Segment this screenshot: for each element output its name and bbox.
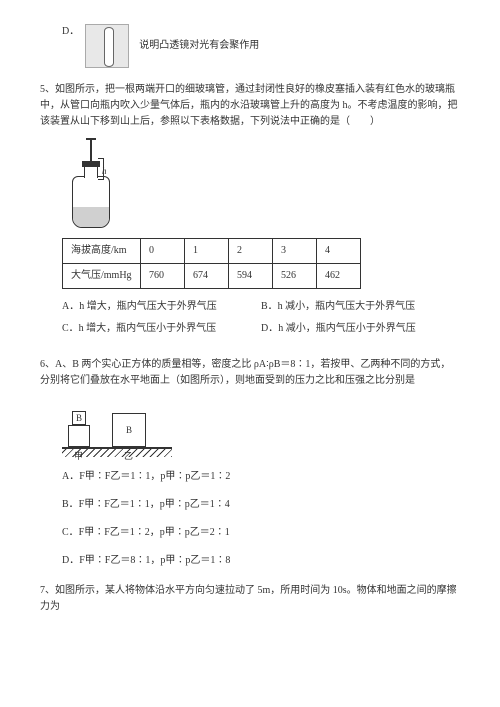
block-yi-bottom: B xyxy=(112,413,146,447)
label-yi: 乙 xyxy=(124,449,133,463)
cell: 大气压/mmHg xyxy=(63,264,141,289)
q6-opt-b[interactable]: B．F甲∶F乙＝1∶1，p甲∶p乙＝1∶4 xyxy=(62,497,460,513)
altitude-pressure-table: 海拔高度/km 0 1 2 3 4 大气压/mmHg 760 674 594 5… xyxy=(62,238,361,289)
q7-text: 如图所示，某人将物体沿水平方向匀速拉动了 5m，所用时间为 10s。物体和地面之… xyxy=(40,585,457,612)
q5-opt-a[interactable]: A．h 增大，瓶内气压大于外界气压 xyxy=(62,299,261,315)
cell: 海拔高度/km xyxy=(63,239,141,264)
cell: 4 xyxy=(317,239,361,264)
q6-text: A、B 两个实心正方体的质量相等，密度之比 ρA∶ρB＝8∶1，若按甲、乙两种不… xyxy=(40,359,450,386)
q5-opt-b[interactable]: B．h 减小，瓶内气压大于外界气压 xyxy=(261,299,460,315)
cell: 3 xyxy=(273,239,317,264)
q7-num: 7、 xyxy=(40,585,55,596)
q6-options: A．F甲∶F乙＝1∶1，p甲∶p乙＝1∶2 B．F甲∶F乙＝1∶1，p甲∶p乙＝… xyxy=(62,469,460,569)
option-d-text: 说明凸透镜对光有会聚作用 xyxy=(139,38,259,54)
cell: 462 xyxy=(317,264,361,289)
block-label-b2: B xyxy=(126,423,132,437)
block-jia-top: B xyxy=(72,411,86,425)
label-jia: 甲 xyxy=(74,449,83,463)
block-jia-bottom xyxy=(68,425,90,447)
table-row: 海拔高度/km 0 1 2 3 4 xyxy=(63,239,361,264)
cell: 2 xyxy=(229,239,273,264)
blocks-figure: B B 甲 乙 xyxy=(62,397,172,457)
q6-num: 6、 xyxy=(40,359,55,370)
bottle-neck xyxy=(84,166,98,178)
question-5: 5、如图所示，把一根两端开口的细玻璃管，通过封闭性良好的橡皮塞插入装有红色水的玻… xyxy=(40,82,460,343)
question-7: 7、如图所示，某人将物体沿水平方向匀速拉动了 5m，所用时间为 10s。物体和地… xyxy=(40,583,460,615)
q5-opt-d[interactable]: D．h 减小，瓶内气压小于外界气压 xyxy=(261,321,460,337)
question-6: 6、A、B 两个实心正方体的质量相等，密度之比 ρA∶ρB＝8∶1，若按甲、乙两… xyxy=(40,357,460,569)
block-label-b: B xyxy=(76,411,82,425)
q7-stem: 7、如图所示，某人将物体沿水平方向匀速拉动了 5m，所用时间为 10s。物体和地… xyxy=(40,583,460,615)
h-label: h xyxy=(102,164,107,178)
table-row: 大气压/mmHg 760 674 594 526 462 xyxy=(63,264,361,289)
option-d-letter: D． xyxy=(62,24,79,40)
q6-opt-a[interactable]: A．F甲∶F乙＝1∶1，p甲∶p乙＝1∶2 xyxy=(62,469,460,485)
bottle-figure: h xyxy=(62,138,122,228)
cell: 1 xyxy=(185,239,229,264)
q6-stem: 6、A、B 两个实心正方体的质量相等，密度之比 ρA∶ρB＝8∶1，若按甲、乙两… xyxy=(40,357,460,389)
lens-figure xyxy=(85,24,129,68)
cell: 526 xyxy=(273,264,317,289)
q5-opt-c[interactable]: C．h 增大，瓶内气压小于外界气压 xyxy=(62,321,261,337)
option-d-row: D． 说明凸透镜对光有会聚作用 xyxy=(62,24,460,68)
cell: 594 xyxy=(229,264,273,289)
q6-opt-d[interactable]: D．F甲∶F乙＝8∶1，p甲∶p乙＝1∶8 xyxy=(62,553,460,569)
q5-stem: 5、如图所示，把一根两端开口的细玻璃管，通过封闭性良好的橡皮塞插入装有红色水的玻… xyxy=(40,82,460,130)
q5-text: 如图所示，把一根两端开口的细玻璃管，通过封闭性良好的橡皮塞插入装有红色水的玻璃瓶… xyxy=(40,84,458,127)
bottle-liquid xyxy=(73,207,109,227)
q5-options: A．h 增大，瓶内气压大于外界气压 B．h 减小，瓶内气压大于外界气压 C．h … xyxy=(62,299,460,343)
q6-opt-c[interactable]: C．F甲∶F乙＝1∶2，p甲∶p乙＝2∶1 xyxy=(62,525,460,541)
cell: 760 xyxy=(141,264,185,289)
tube-top xyxy=(86,138,96,140)
cell: 674 xyxy=(185,264,229,289)
q5-num: 5、 xyxy=(40,84,55,95)
cell: 0 xyxy=(141,239,185,264)
